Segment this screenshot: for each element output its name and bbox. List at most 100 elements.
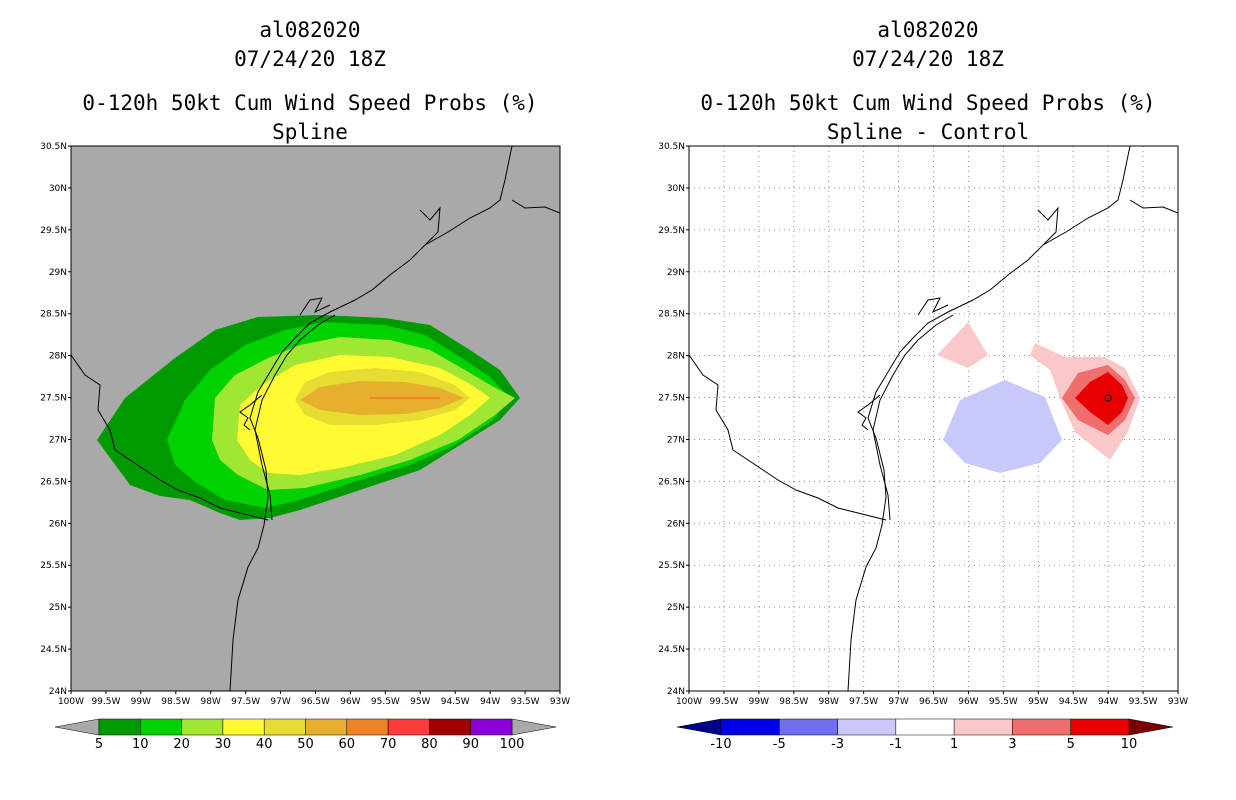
diff-peak-marker xyxy=(1104,394,1112,402)
right-lat-label: 30N xyxy=(667,184,685,194)
right-lon-label: 96.5W xyxy=(919,697,948,707)
left-colorbar-swatch xyxy=(305,718,348,736)
left-lon-label: 95W xyxy=(410,697,430,707)
right-state-border-path xyxy=(1129,199,1178,214)
left-title-method: Spline xyxy=(272,120,348,144)
left-lat-label: 24N xyxy=(49,687,67,697)
left-lon-label: 99.5W xyxy=(91,697,120,707)
right-lat-label: 29.5N xyxy=(658,226,685,236)
right-colorbar-low-arrow xyxy=(676,718,722,736)
left-title-storm-id: al082020 xyxy=(259,18,361,42)
right-lat-label: 26N xyxy=(667,519,685,529)
right-colorbar-swatch xyxy=(895,718,955,736)
left-colorbar-label: 90 xyxy=(462,737,479,752)
left-colorbar-label: 20 xyxy=(173,737,190,752)
right-colorbar-swatch xyxy=(837,718,897,736)
right-map xyxy=(688,145,1179,692)
left-map xyxy=(70,145,561,692)
left-lat-label: 26.5N xyxy=(40,477,67,487)
left-lon-label: 98W xyxy=(201,697,221,707)
left-colorbar-label: 50 xyxy=(297,737,314,752)
right-border-rio-grande-path xyxy=(689,354,887,521)
left-colorbar-swatch xyxy=(470,718,513,736)
right-colorbar-label: 10 xyxy=(1121,737,1138,752)
right-colorbar-label: -10 xyxy=(710,737,731,752)
left-lon-label: 94.5W xyxy=(441,697,470,707)
right-colorbar-swatch xyxy=(953,718,1013,736)
left-coastline xyxy=(71,146,560,691)
left-colorbar-swatch xyxy=(140,718,182,736)
right-colorbar-label: 5 xyxy=(1067,737,1075,752)
right-colorbar-label: -5 xyxy=(773,737,786,752)
left-lon-label: 96.5W xyxy=(301,697,330,707)
left-lon-label: 98.5W xyxy=(161,697,190,707)
right-title-date: 07/24/20 18Z xyxy=(852,47,1004,71)
right-colorbar-swatch xyxy=(779,718,838,736)
left-lon-label: 99W xyxy=(131,697,151,707)
right-lon-label: 98W xyxy=(819,697,839,707)
left-colorbar-label: 70 xyxy=(380,737,397,752)
right-lat-label: 28N xyxy=(667,352,685,362)
left-state-border-path xyxy=(511,199,560,214)
right-colorbar-label: 3 xyxy=(1008,737,1016,752)
left-lat-label: 27N xyxy=(49,435,67,445)
diff-neg-patch xyxy=(943,380,1062,473)
left-lat-label: 25.5N xyxy=(40,561,67,571)
left-colorbar-swatch xyxy=(346,718,389,736)
left-colorbar-label: 60 xyxy=(339,737,356,752)
left-colorbar-low-arrow xyxy=(54,718,100,736)
right-barrier-island-path xyxy=(872,314,954,521)
right-lon-label: 98.5W xyxy=(779,697,808,707)
right-title-method: Spline - Control xyxy=(826,120,1030,144)
right-colorbar-label: -1 xyxy=(889,737,902,752)
left-lon-label: 100W xyxy=(58,697,84,707)
left-colorbar-swatch xyxy=(429,718,471,736)
left-lon-label: 93W xyxy=(550,697,570,707)
diff-pos-small-patch xyxy=(937,322,988,368)
right-title-product: 0-120h 50kt Cum Wind Speed Probs (%) xyxy=(700,91,1156,115)
right-lon-label: 96W xyxy=(958,697,978,707)
left-colorbar-high-arrow xyxy=(511,718,557,736)
right-lon-label: 99W xyxy=(749,697,769,707)
right-coastline-path xyxy=(847,146,1131,691)
left-coastline-path xyxy=(229,146,513,691)
right-lat-label: 25.5N xyxy=(658,561,685,571)
right-bay-shore-path xyxy=(857,206,1059,431)
left-colorbar-swatch xyxy=(387,718,430,736)
left-lat-label: 29.5N xyxy=(40,226,67,236)
left-barrier-island-path xyxy=(254,314,336,521)
left-lat-label: 27.5N xyxy=(40,394,67,404)
right-colorbar: -10 -5 -3 -1 1 3 5 10 xyxy=(676,718,1174,752)
right-gridlines xyxy=(689,146,1178,691)
left-colorbar-label: 100 xyxy=(500,737,525,752)
left-lat-label: 26N xyxy=(49,519,67,529)
right-lon-label: 100W xyxy=(676,697,702,707)
right-lat-label: 25N xyxy=(667,603,685,613)
right-coastline xyxy=(689,146,1178,691)
left-bay-shore-path xyxy=(239,206,441,431)
right-difference-fill xyxy=(937,322,1140,473)
left-colorbar-swatch xyxy=(181,718,224,736)
right-lon-label: 93W xyxy=(1168,697,1188,707)
left-colorbar-label: 80 xyxy=(421,737,438,752)
right-lon-label: 97W xyxy=(888,697,908,707)
right-lon-label: 94W xyxy=(1098,697,1118,707)
right-lat-label: 24.5N xyxy=(658,645,685,655)
right-lon-label: 99.5W xyxy=(709,697,738,707)
left-lat-label: 25N xyxy=(49,603,67,613)
diff-pos-5 xyxy=(1075,372,1128,425)
left-axis-labels: 30.5N 30N 29.5N 29N 28.5N 28N 27.5N 27N 26.5N 26N… xyxy=(40,142,570,707)
left-colorbar-label: 10 xyxy=(132,737,149,752)
left-title-date: 07/24/20 18Z xyxy=(234,47,386,71)
right-lon-label: 93.5W xyxy=(1129,697,1158,707)
left-lon-label: 96W xyxy=(340,697,360,707)
left-lat-label: 30.5N xyxy=(40,142,67,152)
left-lon-label: 93.5W xyxy=(511,697,540,707)
right-colorbar-swatch xyxy=(1012,718,1071,736)
right-lat-label: 27.5N xyxy=(658,394,685,404)
left-colorbar: 5 10 20 30 40 50 60 70 80 90 100 xyxy=(54,718,557,752)
right-lon-label: 95W xyxy=(1028,697,1048,707)
left-title-product: 0-120h 50kt Cum Wind Speed Probs (%) xyxy=(82,91,538,115)
right-lat-label: 24N xyxy=(667,687,685,697)
